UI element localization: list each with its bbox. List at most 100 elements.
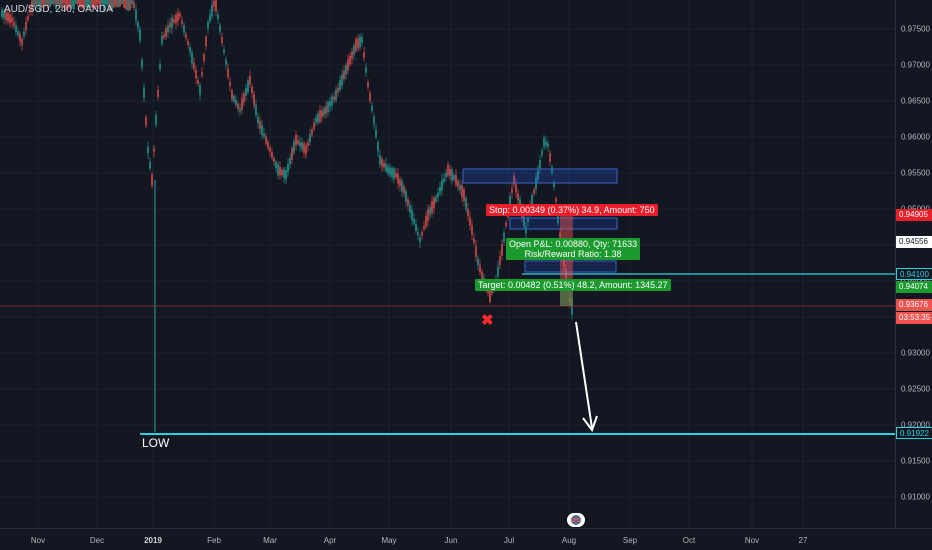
price-chart[interactable] xyxy=(0,0,895,528)
grid xyxy=(0,0,895,528)
candle-body xyxy=(337,87,339,93)
zone-rect-low[interactable] xyxy=(524,260,617,273)
candle-body xyxy=(285,170,287,180)
candle-body xyxy=(333,96,335,100)
candle-body xyxy=(173,19,175,23)
candle-body xyxy=(57,0,59,5)
candle-body xyxy=(371,105,373,112)
candle-body xyxy=(393,168,395,179)
candle-body xyxy=(191,52,193,64)
time-axis[interactable]: Nov Dec 2019 Feb Mar Apr May Jun Jul Aug Sep Oct Nov… xyxy=(0,528,932,550)
candle-body xyxy=(297,140,299,144)
candle-body xyxy=(269,147,271,153)
candle-body xyxy=(253,94,255,106)
candle-body xyxy=(553,182,555,188)
price-tick: 0.92500 xyxy=(901,384,930,394)
candle-body xyxy=(203,54,205,61)
candle-body xyxy=(99,0,101,9)
candle-body xyxy=(543,137,545,147)
candle-body xyxy=(291,148,293,160)
candle-body xyxy=(311,129,313,135)
time-label: Nov xyxy=(744,536,760,545)
candle-body xyxy=(149,161,151,169)
candle-body xyxy=(117,0,119,8)
candle-body xyxy=(233,95,235,102)
chart-area[interactable]: AUD/SGD, 240, OANDA Stop: 0.00349 (0.37%… xyxy=(0,0,895,528)
candle-body xyxy=(79,0,81,7)
candle-body xyxy=(331,96,333,106)
candle-body xyxy=(377,141,379,152)
pnl-label[interactable]: Open P&L: 0.00880, Qty: 71633 Risk/Rewar… xyxy=(506,238,641,260)
candle-body xyxy=(489,290,491,302)
candle-body xyxy=(319,110,321,122)
candle-body xyxy=(271,151,273,159)
price-tick: 0.96500 xyxy=(901,96,930,106)
candle-body xyxy=(247,80,249,92)
candle-body xyxy=(133,2,135,8)
candle-body xyxy=(95,0,97,8)
candle-body xyxy=(447,164,449,176)
candle-body xyxy=(531,194,533,206)
candle-body xyxy=(437,192,439,198)
candle-body xyxy=(387,166,389,174)
zone-rect-mid[interactable] xyxy=(509,217,618,230)
candle-body xyxy=(39,0,41,12)
candle-body xyxy=(381,158,383,167)
candle-body xyxy=(423,225,425,230)
candle-body xyxy=(355,39,357,51)
zone-rect-top[interactable] xyxy=(462,168,618,184)
entry-price-tag: 0.93676 xyxy=(896,299,932,311)
candle-body xyxy=(7,12,9,22)
stop-label[interactable]: Stop: 0.00349 (0.37%) 34.9, Amount: 750 xyxy=(486,204,658,216)
candle-body xyxy=(533,189,535,194)
candle-body xyxy=(111,0,113,12)
author-avatar-icon[interactable] xyxy=(567,513,585,527)
forecast-arrow[interactable] xyxy=(575,321,593,429)
candle-body xyxy=(267,141,269,149)
candle-body xyxy=(223,49,225,53)
candle-body xyxy=(153,148,155,152)
candle-body xyxy=(131,0,133,5)
candle-body xyxy=(457,180,459,187)
candle-body xyxy=(409,205,411,213)
candle-body xyxy=(5,11,7,21)
candle-body xyxy=(363,52,365,58)
candle-body xyxy=(335,89,337,101)
candle-body xyxy=(523,216,525,227)
candle-body xyxy=(341,74,343,86)
candle-body xyxy=(1,9,3,18)
candle-body xyxy=(503,232,505,242)
candle-body xyxy=(299,141,301,147)
candle-body xyxy=(517,192,519,201)
candle-body xyxy=(77,0,79,5)
candle-body xyxy=(417,232,419,236)
candle-body xyxy=(93,0,95,9)
candle-body xyxy=(525,226,527,234)
time-label: Mar xyxy=(263,536,277,545)
candle-body xyxy=(273,158,275,162)
candle-body xyxy=(187,40,189,46)
candle-body xyxy=(361,37,363,43)
candle-body xyxy=(145,117,147,126)
forecast-arrowhead xyxy=(582,415,598,433)
candle-body xyxy=(197,80,199,84)
level-price-tag: 0.94100 xyxy=(896,268,932,280)
candle-body xyxy=(161,35,163,45)
drawings[interactable] xyxy=(0,168,895,435)
price-axis[interactable]: 0.975000.970000.965000.960000.955000.950… xyxy=(895,0,932,528)
candle-body xyxy=(307,141,309,147)
time-label: Apr xyxy=(323,536,337,545)
candle-body xyxy=(323,108,325,116)
candle-body xyxy=(467,208,469,217)
candle-body xyxy=(11,17,13,23)
candle-body xyxy=(405,190,407,202)
candle-body xyxy=(275,162,277,168)
candle-body xyxy=(509,196,511,207)
candle-body xyxy=(17,30,19,36)
candle-body xyxy=(45,0,47,6)
candle-body xyxy=(75,0,77,4)
price-tick: 0.92000 xyxy=(901,420,930,430)
target-label[interactable]: Target: 0.00482 (0.51%) 48.2, Amount: 13… xyxy=(475,279,671,291)
candle-body xyxy=(491,289,493,294)
candle-body xyxy=(3,11,5,19)
